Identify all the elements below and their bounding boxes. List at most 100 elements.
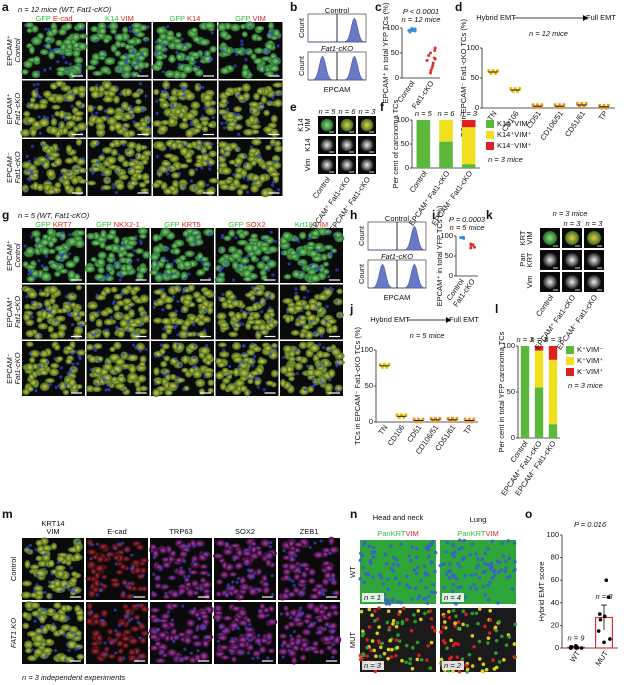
cell <box>364 572 368 576</box>
cell <box>310 273 321 283</box>
cell <box>164 70 176 78</box>
cell <box>219 571 229 579</box>
cell <box>470 664 475 668</box>
cell <box>183 636 193 645</box>
data-point <box>596 629 601 633</box>
cell <box>484 667 489 672</box>
cell <box>26 630 38 638</box>
cell <box>408 585 412 590</box>
cell <box>250 233 258 239</box>
cell <box>72 42 80 49</box>
nucleus <box>176 299 180 304</box>
cell <box>140 630 150 637</box>
cell <box>289 250 297 256</box>
nucleus <box>24 187 28 192</box>
nucleus <box>207 573 211 577</box>
cell <box>93 343 103 350</box>
nucleus <box>259 107 264 111</box>
cell <box>496 570 501 574</box>
cell <box>414 571 419 576</box>
nucleus <box>56 60 60 64</box>
cell <box>251 138 262 146</box>
nucleus <box>114 190 119 195</box>
nucleus <box>132 248 136 253</box>
cell <box>35 539 43 547</box>
data-point <box>416 417 421 421</box>
nucleus <box>57 123 62 127</box>
cell <box>163 296 174 304</box>
cell <box>136 271 144 281</box>
column-header: TRP63 <box>169 527 192 536</box>
cell <box>472 583 476 587</box>
cell <box>118 174 129 181</box>
nucleus <box>172 639 176 644</box>
cell <box>117 647 125 655</box>
cell <box>54 344 61 351</box>
cell <box>477 576 482 580</box>
cell <box>135 342 146 351</box>
nucleus <box>193 544 197 548</box>
nucleus <box>134 235 138 239</box>
cell <box>309 249 318 258</box>
nucleus <box>246 48 250 53</box>
nucleus <box>206 160 210 164</box>
cell <box>299 654 307 661</box>
nucleus <box>322 345 326 350</box>
cell <box>95 555 105 564</box>
nucleus <box>60 254 64 258</box>
cell <box>433 569 437 574</box>
nucleus <box>258 642 262 647</box>
cell <box>112 364 123 374</box>
nucleus <box>103 641 107 645</box>
cell <box>109 346 116 353</box>
cell <box>48 50 55 60</box>
cell <box>217 22 227 32</box>
nucleus <box>66 371 70 375</box>
cell <box>500 634 504 639</box>
cell <box>317 293 327 301</box>
cell <box>160 612 171 620</box>
cell <box>587 275 601 289</box>
cell <box>149 269 159 276</box>
nucleus <box>163 89 167 93</box>
nucleus <box>53 649 58 653</box>
nucleus <box>50 572 54 576</box>
nucleus <box>254 587 258 591</box>
cell <box>323 564 334 572</box>
data-point <box>509 86 513 91</box>
cell <box>486 636 491 640</box>
nucleus <box>65 643 70 647</box>
cell <box>360 553 365 558</box>
cell <box>377 606 381 610</box>
data-point <box>604 106 608 110</box>
cell <box>216 578 224 586</box>
nucleus <box>97 359 101 363</box>
cell <box>152 388 161 398</box>
cell <box>385 620 390 625</box>
cell <box>297 258 308 267</box>
nucleus <box>218 248 222 252</box>
cell <box>291 656 298 665</box>
sample-size: n = 5 mice <box>450 223 485 232</box>
nucleus <box>62 633 67 637</box>
cell <box>99 241 106 249</box>
cell <box>67 270 76 279</box>
cell <box>565 253 579 267</box>
nucleus <box>309 263 313 267</box>
cell <box>160 360 168 368</box>
cell <box>91 90 100 99</box>
nucleus <box>258 152 262 157</box>
count-bg <box>362 593 384 602</box>
cell <box>474 551 478 556</box>
panel-label: n <box>350 507 357 521</box>
cell <box>250 123 262 130</box>
nucleus <box>180 37 184 41</box>
cell <box>587 231 601 245</box>
cell <box>447 657 452 661</box>
cell <box>200 304 207 311</box>
cell <box>400 658 404 663</box>
cell <box>444 572 449 576</box>
cell <box>456 620 461 624</box>
sample-size: n = 12 mice <box>529 29 568 38</box>
nucleus <box>121 541 125 545</box>
